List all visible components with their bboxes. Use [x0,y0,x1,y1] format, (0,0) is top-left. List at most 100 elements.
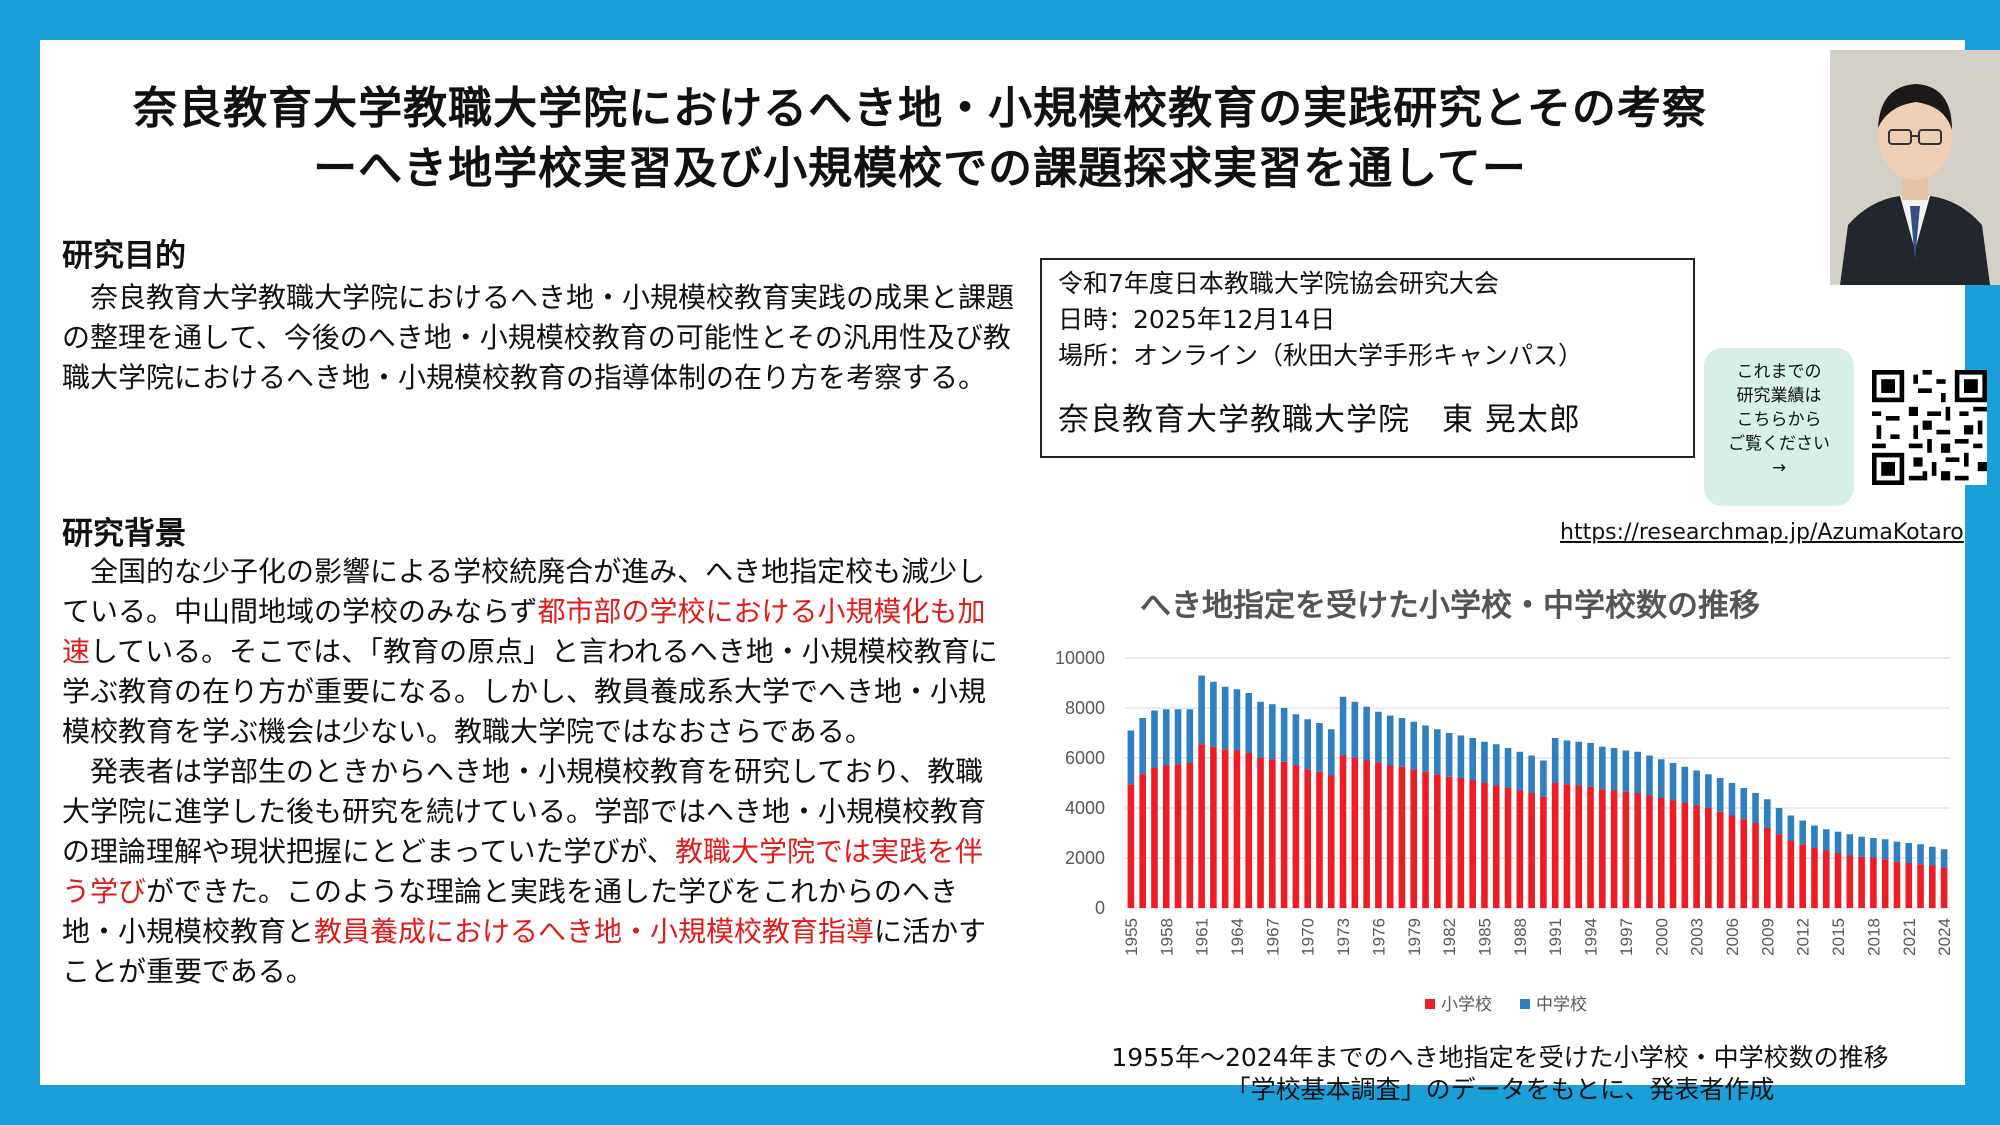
event-date: 日時：2025年12月14日 [1058,305,1336,334]
poster-subtitle: ーへき地学校実習及び小規模校での課題探求実習を通してー [313,143,1527,194]
bar-junior [1905,843,1913,863]
event-place: 場所：オンライン（秋田大学手形キャンパス） [1058,341,1584,370]
bar-junior [1127,730,1135,785]
background-heading: 研究背景 [62,516,186,552]
bar-junior [1375,711,1382,763]
y-tick-label: 6000 [1065,748,1105,768]
qr-note-bubble: これまでの 研究業績は こちらから ご覧ください → [1704,348,1854,506]
bar-junior [1599,746,1606,790]
bar-elementary [1764,828,1771,908]
x-tick-label: 1997 [1617,918,1636,956]
bar-junior [1504,748,1512,788]
bar-elementary [1375,763,1382,908]
bar-junior [1752,793,1759,823]
stacked-bar-chart: 0 2000 4000 6000 8000 10000 1955 1958 1961 1964 19… [1055,648,1954,1015]
bar-elementary [1917,864,1924,908]
researchmap-link[interactable]: https://researchmap.jp/AzumaKotaro [1560,520,1964,545]
bar-junior [1386,715,1394,766]
bar-elementary [1304,769,1311,908]
qr-code-icon[interactable] [1872,370,1987,485]
bar-elementary [1657,798,1665,908]
y-tick-label: 8000 [1065,698,1105,718]
arrow-right-icon: → [1771,458,1787,478]
bar-elementary [1292,765,1300,908]
y-tick-label: 4000 [1065,798,1105,818]
bar-junior [1787,815,1795,841]
background-text-segment: している。そこでは、「教育の原点」と言われるへき地・小規模校教育に学ぶ教育の在り… [62,635,998,748]
x-tick-label: 1991 [1546,918,1565,956]
bar-elementary [1575,785,1583,908]
bar-elementary [1775,834,1783,908]
presenter-photo [1830,50,2000,285]
bar-elementary [1646,795,1653,908]
bar-elementary [1622,791,1630,908]
purpose-text: 奈良教育大学教職大学院におけるへき地・小規模校教育実践の成果と課題の整理を通して… [62,281,1015,394]
bar-elementary [1469,780,1476,908]
bar-junior [1469,738,1476,781]
bar-junior [1799,820,1806,845]
x-tick-label: 1988 [1511,918,1530,956]
x-tick-label: 2009 [1758,918,1777,956]
bar-junior [1233,689,1241,751]
chart-source: 「学校基本調査」のデータをもとに、発表者作成 [1225,1075,1775,1104]
x-tick-label: 1973 [1334,918,1353,956]
bar-junior [1940,849,1948,868]
bar-elementary [1174,764,1182,908]
bar-elementary [1457,778,1465,908]
bar-junior [1881,839,1889,860]
bar-elementary [1139,774,1146,908]
bar-junior [1846,834,1854,856]
bar-elementary [1528,793,1535,908]
bar-junior [1151,710,1158,768]
x-tick-label: 1994 [1582,918,1601,956]
bar-elementary [1929,865,1936,908]
bar-elementary [1363,760,1370,908]
x-tick-label: 1964 [1228,918,1247,956]
y-tick-label: 2000 [1065,848,1105,868]
x-tick-label: 1970 [1299,918,1318,956]
background-text-segment: ができた。このような理論と実践を通した学びをこれからのへき地・小規模校教育と [62,875,959,948]
bar-junior [1304,719,1311,770]
bar-elementary [1846,855,1854,908]
qr-note-line: こちらから [1736,410,1822,430]
bar-elementary [1787,840,1795,908]
bar-elementary [1339,755,1347,908]
bar-junior [1716,778,1724,812]
bar-junior [1316,723,1323,772]
bar-junior [1728,783,1736,816]
background-text-segment: 全国的な少子化の影響による学校統廃合が進み、へき地指定校も減少している。中山間地… [62,555,986,628]
bar-elementary [1410,769,1418,908]
bar-elementary [1822,850,1830,908]
bar-junior [1858,836,1865,857]
bar-elementary [1693,805,1700,908]
bar-junior [1257,701,1264,758]
bar-junior [1646,755,1653,796]
bar-junior [1174,709,1182,765]
bar-elementary [1728,815,1736,908]
x-tick-label: 2024 [1935,918,1954,956]
bar-elementary [1940,868,1948,908]
chart-title: へき地指定を受けた小学校・中学校数の推移 [1140,588,1760,624]
bar-junior [1540,760,1547,797]
bar-elementary [1610,790,1618,908]
bar-elementary [1445,776,1453,908]
bar-junior [1410,721,1418,770]
background-emphasis: 都市部の学校における小規模化も加速 [62,595,986,668]
x-tick-label: 1955 [1122,918,1141,956]
background-emphasis: 教員養成におけるへき地・小規模校教育指導 [314,915,875,948]
bar-elementary [1563,784,1571,908]
bar-elementary [1893,861,1901,908]
bar-junior [1775,808,1783,835]
bar-elementary [1716,811,1724,908]
bar-junior [1363,706,1370,761]
bar-junior [1834,831,1842,853]
bar-elementary [1257,758,1264,908]
bar-junior [1139,718,1146,775]
bar-elementary [1233,750,1241,908]
bar-elementary [1799,844,1806,908]
legend-label: 中学校 [1536,995,1587,1015]
poster-panel: 奈良教育大学教職大学院におけるへき地・小規模校教育の実践研究とその考察 ーへき地… [40,40,2000,1104]
bar-elementary [1280,761,1288,908]
x-tick-label: 1976 [1369,918,1388,956]
bar-elementary [1516,790,1524,908]
